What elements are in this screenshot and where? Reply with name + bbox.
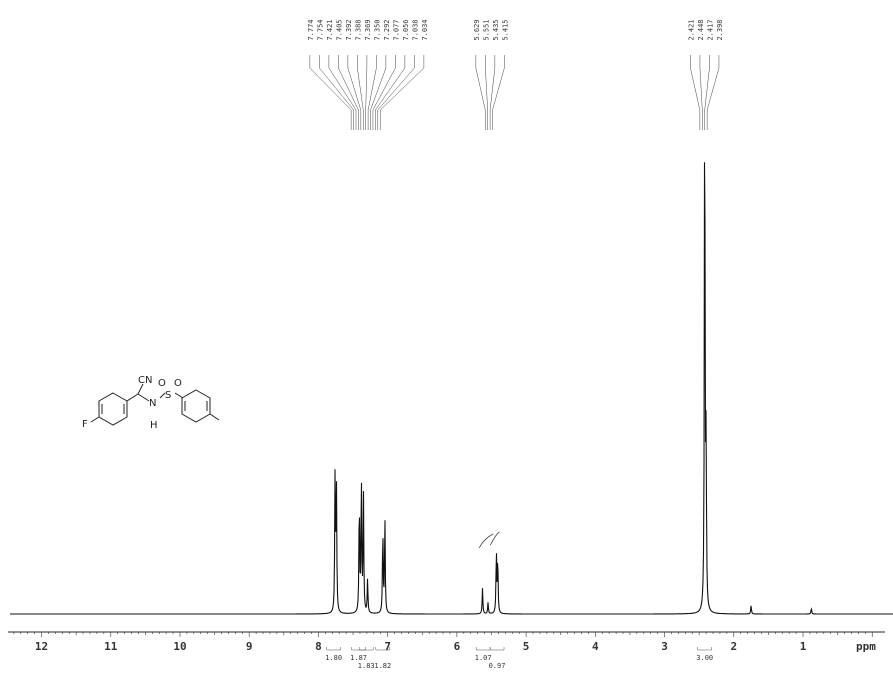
integral-value: 1.87 [350,654,367,662]
x-tick-label: 5 [523,640,530,653]
peak-leader-line [347,55,362,130]
peak-leader-line [370,55,387,130]
atom-h: H [150,420,158,431]
peak-shift-label: 7.405 [335,19,343,40]
x-tick-label: 9 [246,640,253,653]
s-to-ring-bond [174,392,184,399]
atom-s: S [165,390,171,401]
integral-value: 0.97 [489,662,506,670]
spectrum-trace [10,162,893,615]
peak-leader-line [485,55,488,130]
peak-shift-label: 2.398 [716,19,724,40]
peak-shift-label: 2.448 [697,19,705,40]
x-axis: 12 11 10 9 8 7 6 5 4 3 2 1 ppm [8,631,885,653]
peak-leader-line [365,55,368,130]
integral-curves [478,531,500,549]
peak-shift-label: 2.417 [706,19,714,40]
peak-shift-label: 7.388 [354,19,362,40]
peak-leader-line [319,55,354,130]
peak-leader-line [489,55,496,130]
peak-leader-line [706,55,720,130]
peak-label-layer: 7.774 7.754 7.421 7.405 7.392 7.388 7.369 7.350… [307,19,724,130]
peak-leader-line [372,55,396,130]
x-tick-label: 8 [315,640,322,653]
molecule-atoms: CN N H S O O F [82,375,182,431]
peak-leader-line [367,55,377,130]
peak-leader-line [309,55,352,130]
peak-leader-line [377,55,415,130]
x-tick-label: 6 [454,640,461,653]
tolyl-ring [181,389,211,423]
x-tick-label: 12 [35,640,48,653]
x-axis-ticks: 12 11 10 9 8 7 6 5 4 3 2 1 [13,632,873,653]
peak-shift-label: 7.774 [307,19,315,40]
x-tick-label: 4 [592,640,599,653]
peak-leader-line [379,55,425,130]
peak-shift-label: 7.350 [373,19,381,40]
peak-shift-label: 7.077 [392,19,400,40]
x-tick-label: 7 [384,640,391,653]
peak-leader-line [699,55,703,130]
integral-value: 1.07 [475,654,492,662]
atom-o1: O [158,378,166,389]
f-bond [90,416,100,423]
peak-shift-label: 2.421 [687,19,695,40]
peak-shift-label: 5.629 [473,19,481,40]
trace-layer [10,162,893,615]
x-tick-label: 11 [104,640,118,653]
peak-shift-label: 5.551 [482,19,490,40]
x-tick-label: 10 [173,640,186,653]
molecule-structure [90,383,220,426]
integral-bracket [326,647,341,651]
peak-shift-label: 7.392 [345,19,353,40]
peak-leader-line [338,55,359,130]
peak-shift-label: 7.369 [364,19,372,40]
peak-leader-line [328,55,357,130]
peak-leader-line [475,55,486,130]
integral-value: 1.83 [358,662,375,670]
n-to-s-bond [159,392,166,399]
x-axis-label: ppm [856,640,876,653]
integral-bracket [351,647,366,651]
integral-bracket [375,647,391,651]
integral-labels: 1.80 1.871.83 1.82 1.070.97 3.00 [325,647,713,670]
peak-shift-label: 7.292 [383,19,391,40]
peak-leader-line [704,55,710,130]
ring-to-ch-bond [126,393,139,402]
ch-to-n-bond [137,393,150,402]
integral-bracket [475,647,491,651]
peak-shift-label: 7.056 [402,19,410,40]
atom-cn: CN [138,375,152,386]
atom-o2: O [174,378,182,389]
integral-value: 1.80 [325,654,342,662]
ch-to-cn-bond [137,383,144,395]
x-tick-label: 1 [800,640,807,653]
peak-leader-line [492,55,505,130]
peak-shift-label: 5.415 [501,19,509,40]
peak-leader-line [357,55,364,130]
integral-value: 1.82 [374,662,391,670]
x-tick-label: 3 [661,640,668,653]
peak-shift-label: 7.754 [316,19,324,40]
peak-leader-line [375,55,406,130]
peak-shift-label: 7.421 [326,19,334,40]
atom-n: N [149,398,156,409]
x-tick-label: 2 [730,640,737,653]
peak-shift-label: 7.038 [411,19,419,40]
integral-bracket [697,647,712,651]
peak-leader-line [690,55,701,130]
peak-shift-label: 7.034 [421,19,429,40]
integral-bracket [358,647,374,651]
integral-bracket [489,647,505,651]
atom-f: F [82,419,88,430]
integral-value: 3.00 [696,654,713,662]
methyl-bond [209,413,220,421]
peak-shift-label: 5.435 [492,19,500,40]
fluorophenyl-ring [98,392,128,426]
